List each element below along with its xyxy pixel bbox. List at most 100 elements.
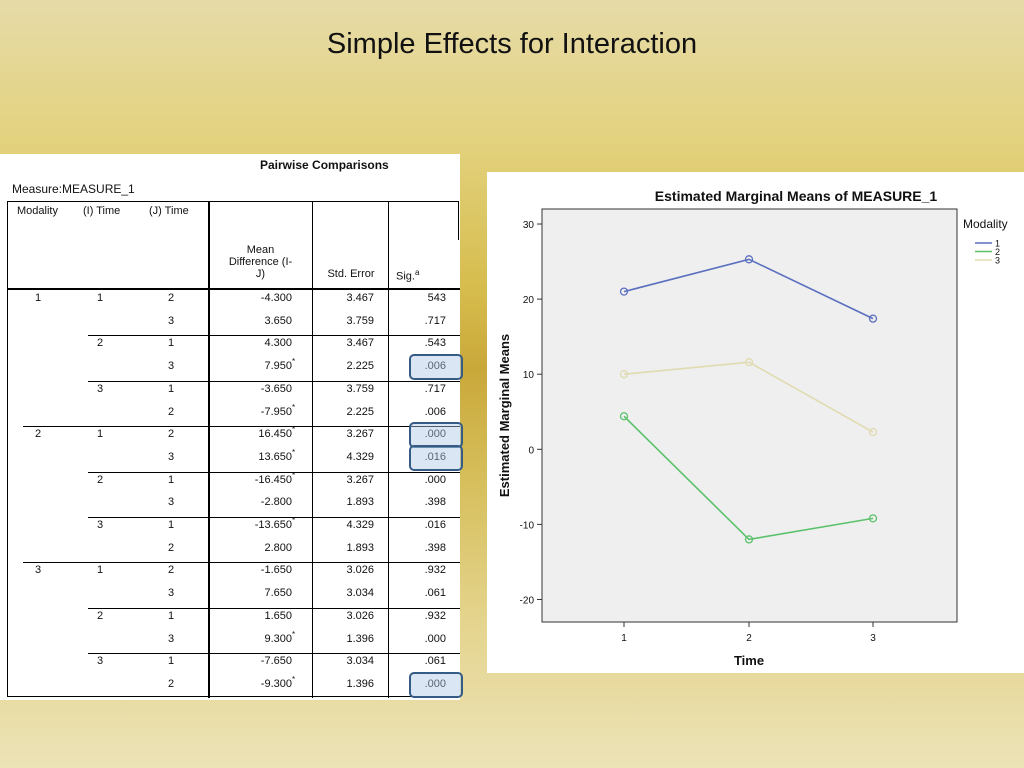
header-i-time: (I) Time <box>83 205 121 217</box>
table-cell-sig: .000 <box>424 428 446 441</box>
table-cell-md: -3.650 <box>260 382 292 395</box>
significance-star: * <box>292 629 296 639</box>
slide-title: Simple Effects for Interaction <box>326 28 698 60</box>
table-cell-md: 4.300 <box>264 337 292 350</box>
table-cell-sig: .717 <box>424 314 446 327</box>
table-vline <box>312 202 313 698</box>
header-mean-diff-3: J) <box>255 268 266 280</box>
table-cell-i: 1 <box>97 292 104 304</box>
table-cell-j: 2 <box>168 405 175 418</box>
sig-highlight-box <box>409 354 463 381</box>
table-cell-j: 1 <box>168 473 175 486</box>
table-cell-j: 3 <box>168 314 175 327</box>
y-axis-label: Estimated Marginal Means <box>497 334 512 497</box>
table-cell-i: 3 <box>97 519 104 531</box>
significance-star: * <box>292 674 296 684</box>
table-cell-i: 1 <box>97 428 104 441</box>
significance-star: * <box>292 447 296 457</box>
table-cell-i: 1 <box>97 564 104 577</box>
x-tick-label: 3 <box>870 633 876 644</box>
table-cell-md: 7.650 <box>264 587 292 600</box>
data-point <box>868 514 878 523</box>
table-cell-se: 3.759 <box>346 382 374 395</box>
table-cell-md: -9.300 <box>260 677 292 690</box>
table-cell-j: 3 <box>168 632 175 645</box>
table-cell-se: 1.893 <box>346 541 374 554</box>
table-cell-i: 2 <box>97 337 104 350</box>
table-cell-se: 1.396 <box>346 677 374 690</box>
table-cell-sig: .016 <box>424 519 446 531</box>
significance-star: * <box>292 470 296 480</box>
pairwise-table: Modality (I) Time (J) Time Mean Differen… <box>7 201 463 698</box>
table-cell-md: -16.450 <box>254 473 292 486</box>
legend-label-2: 2 <box>995 247 1000 257</box>
plot-area <box>541 208 958 623</box>
table-cell-se: 3.026 <box>346 609 374 622</box>
x-axis-label: Time <box>734 653 764 668</box>
series-line-1 <box>623 258 874 320</box>
y-tick-label: 10 <box>523 370 535 381</box>
table-cell-i: 3 <box>97 382 104 395</box>
legend-label-3: 3 <box>995 256 1000 266</box>
table-cell-se: 3.026 <box>346 564 374 577</box>
table-cell-modality: 3 <box>35 564 42 577</box>
table-cell-sig: .717 <box>424 382 446 395</box>
table-cell-sig: 543 <box>427 292 446 304</box>
y-tick-label: 20 <box>523 295 535 306</box>
table-vline <box>388 202 389 698</box>
row-divider <box>88 380 460 382</box>
table-cell-i: 3 <box>97 655 104 668</box>
table-cell-modality: 2 <box>35 428 42 441</box>
table-cell-j: 1 <box>168 655 175 668</box>
table-cell-md: 9.300 <box>264 632 292 645</box>
row-divider <box>88 653 460 655</box>
table-vline <box>208 202 210 698</box>
significance-star: * <box>292 516 296 525</box>
legend-label-1: 1 <box>995 239 1000 249</box>
table-title: Pairwise Comparisons <box>260 158 389 172</box>
table-cell-md: 13.650 <box>258 450 292 463</box>
table-cell-se: 3.759 <box>346 314 374 327</box>
table-cell-sig: .932 <box>424 564 446 577</box>
data-point <box>744 255 754 264</box>
table-cell-sig: .398 <box>424 496 446 509</box>
table-cell-sig: .543 <box>424 337 446 350</box>
table-cell-md: 3.650 <box>264 314 292 327</box>
table-cell-se: 4.329 <box>346 450 374 463</box>
table-cell-modality: 1 <box>35 292 42 304</box>
data-point <box>619 412 629 421</box>
table-cell-se: 4.329 <box>346 519 374 531</box>
table-cell-i: 2 <box>97 473 104 486</box>
header-j-time: (J) Time <box>149 205 189 217</box>
table-cell-sig: .006 <box>424 360 446 373</box>
table-cell-j: 1 <box>168 519 175 531</box>
header-mean-diff-2: Difference (I- <box>228 256 293 268</box>
significance-star: * <box>292 357 296 367</box>
table-cell-md: 1.650 <box>264 609 292 622</box>
table-cell-md: 7.950 <box>264 360 292 373</box>
table-cell-se: 3.467 <box>346 337 374 350</box>
table-cell-j: 1 <box>168 337 175 350</box>
chart-panel: Estimated Marginal Means of MEASURE_1 30 2… <box>487 172 1024 673</box>
chart-title: Estimated Marginal Means of MEASURE_1 <box>655 188 938 204</box>
header-sig-label: Sig. <box>396 270 415 283</box>
table-cell-sig: .932 <box>424 609 446 622</box>
table-cell-md: -2.800 <box>260 496 292 509</box>
group-divider <box>23 562 460 564</box>
data-point <box>868 314 878 323</box>
pairwise-table-panel: Pairwise Comparisons Measure:MEASURE_1 M… <box>0 154 463 700</box>
header-modality: Modality <box>17 205 58 217</box>
data-point <box>744 358 754 367</box>
data-point <box>868 427 878 437</box>
table-cell-md: -4.300 <box>260 292 292 304</box>
table-cell-se: 3.267 <box>346 428 374 441</box>
table-cell-se: 3.034 <box>346 655 374 668</box>
table-cell-sig: .000 <box>424 473 446 486</box>
sig-highlight-box <box>409 444 463 471</box>
table-cell-sig: .061 <box>424 655 446 668</box>
table-cell-j: 2 <box>168 541 175 554</box>
header-mean-diff-1: Mean <box>246 244 275 256</box>
table-cell-j: 3 <box>168 450 175 463</box>
table-cell-md: -7.650 <box>260 655 292 668</box>
row-divider <box>88 607 460 609</box>
